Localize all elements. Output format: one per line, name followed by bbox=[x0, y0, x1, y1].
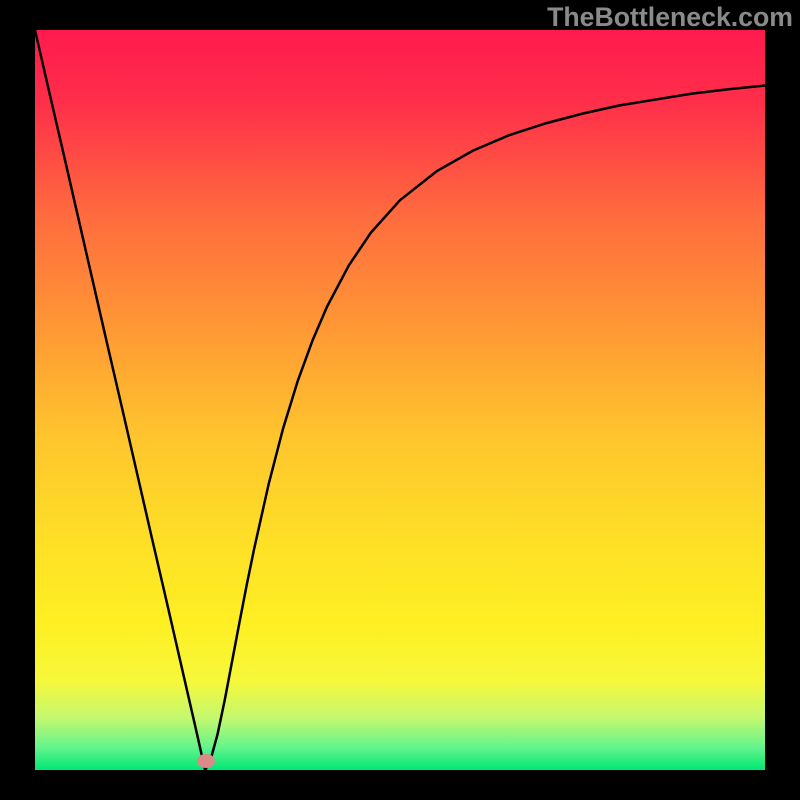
plot-svg bbox=[0, 0, 800, 800]
series-curve bbox=[35, 30, 765, 770]
chart-container: TheBottleneck.com bbox=[0, 0, 800, 800]
watermark-text: TheBottleneck.com bbox=[547, 2, 793, 33]
dip-marker bbox=[197, 754, 215, 768]
